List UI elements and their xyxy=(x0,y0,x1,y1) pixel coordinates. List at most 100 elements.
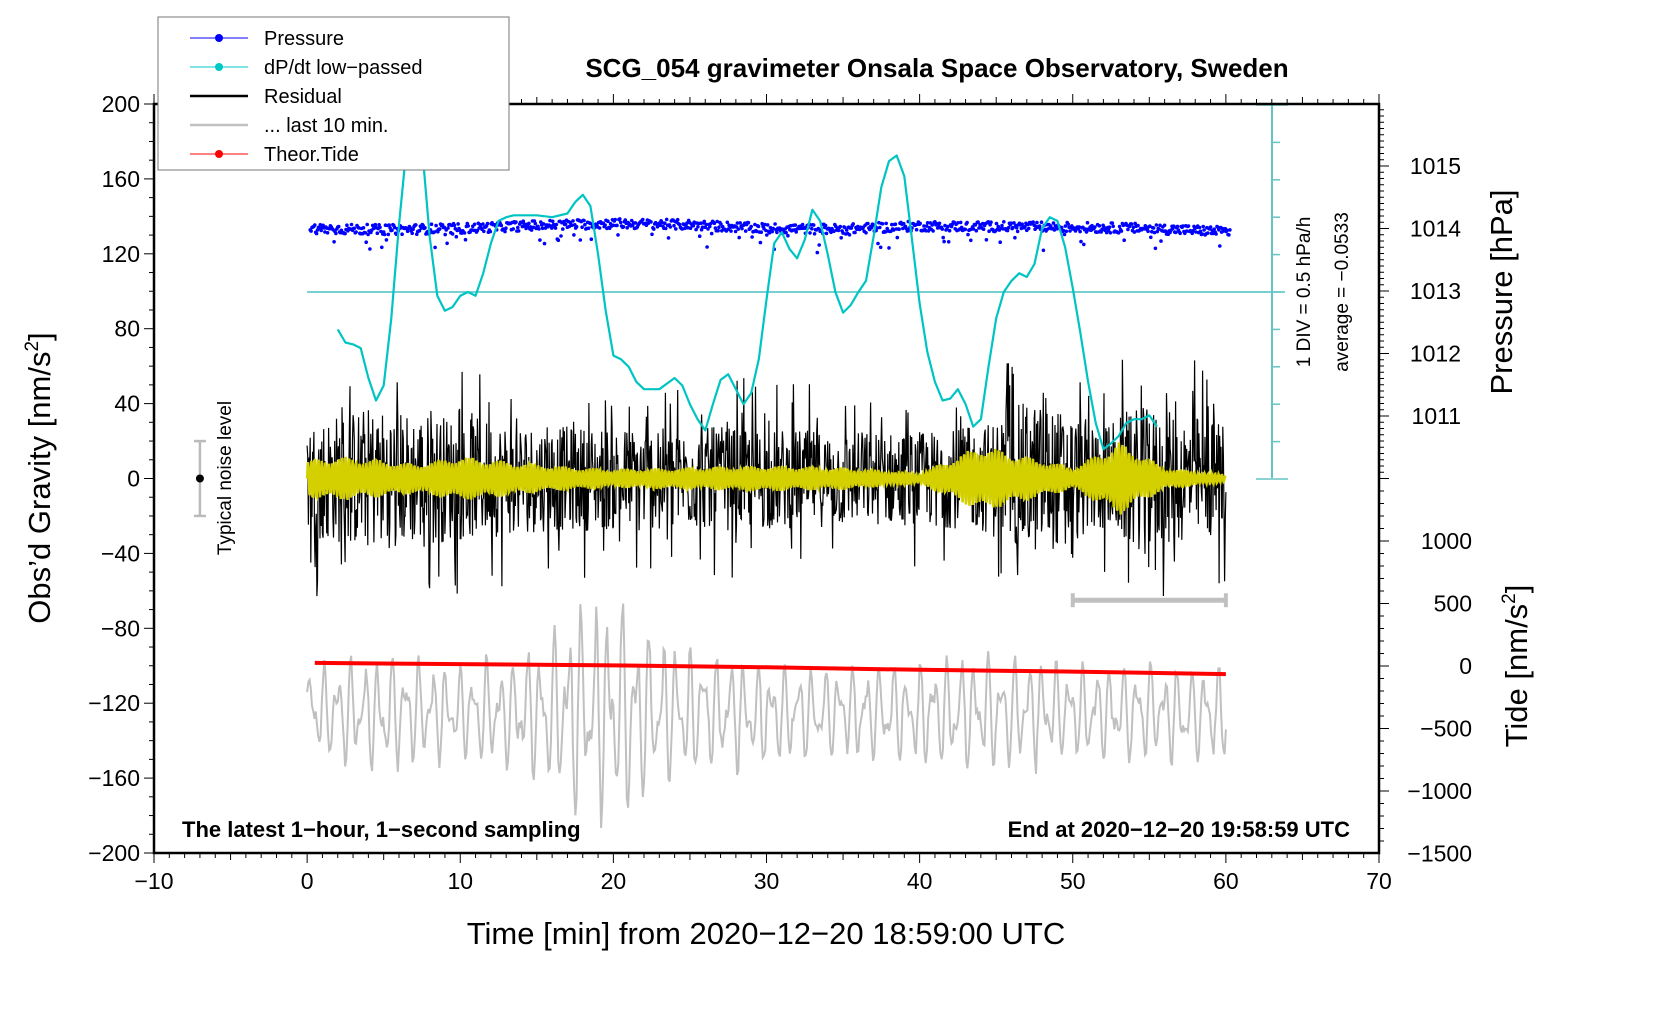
pressure-point xyxy=(737,235,741,240)
pressure-point xyxy=(691,223,696,228)
pressure-point xyxy=(740,226,744,231)
pressure-point xyxy=(753,222,757,227)
pressure-point xyxy=(924,224,929,228)
x-tick-label: 70 xyxy=(1366,868,1392,894)
tide-title-sup: 2 xyxy=(1499,593,1520,604)
pressure-point xyxy=(706,227,710,231)
pressure-point xyxy=(971,227,976,231)
y-left-tick-label: −160 xyxy=(88,765,140,791)
pressure-point xyxy=(754,229,759,234)
pressure-point xyxy=(618,217,622,221)
pressure-point xyxy=(540,226,545,231)
dpdt-series xyxy=(336,118,1158,451)
pressure-point xyxy=(443,232,448,237)
pressure-point xyxy=(694,227,698,232)
pressure-point xyxy=(1035,220,1039,225)
pressure-point xyxy=(511,227,515,231)
pressure-point xyxy=(516,225,520,230)
pressure-point xyxy=(432,230,437,234)
pressure-point xyxy=(756,224,761,229)
pressure-point xyxy=(974,228,979,233)
pressure-point xyxy=(616,233,620,237)
pressure-point xyxy=(768,225,773,230)
legend-entries: Pressure dP/dt low−passed Residual ... last… xyxy=(190,28,422,166)
pressure-point xyxy=(650,232,654,237)
pressure-point xyxy=(588,221,593,226)
pressure-point xyxy=(981,227,986,231)
pressure-point xyxy=(958,220,963,225)
pressure-point xyxy=(771,226,775,231)
pressure-point xyxy=(1152,230,1157,235)
y-pressure-tick-label: 1011 xyxy=(1412,403,1461,429)
pressure-point xyxy=(357,226,361,230)
pressure-point xyxy=(382,232,387,237)
pressure-point xyxy=(553,226,558,230)
pressure-point xyxy=(1131,225,1136,230)
pressure-point xyxy=(334,231,338,236)
pressure-point xyxy=(901,221,906,226)
pressure-point xyxy=(365,222,370,227)
pressure-point xyxy=(1175,224,1180,229)
annotation-bottom-right: End at 2020−12−20 19:58:59 UTC xyxy=(1008,817,1351,842)
pressure-point xyxy=(1059,225,1064,230)
y-left-tick-label: −200 xyxy=(88,840,140,866)
pressure-point xyxy=(677,222,682,227)
pressure-point xyxy=(924,228,928,233)
pressure-point xyxy=(1084,230,1089,234)
pressure-point xyxy=(793,223,798,227)
pressure-point xyxy=(539,220,543,224)
pressure-point xyxy=(743,229,748,233)
pressure-point xyxy=(812,232,817,236)
pressure-point xyxy=(1082,242,1086,247)
y-left-tick-label: 200 xyxy=(102,91,140,117)
pressure-point xyxy=(1173,230,1178,235)
pressure-point xyxy=(531,225,536,230)
pressure-point xyxy=(504,226,508,230)
pressure-point xyxy=(878,225,882,230)
pressure-point xyxy=(482,229,486,234)
pressure-point xyxy=(1162,223,1167,228)
pressure-point xyxy=(989,220,993,224)
pressure-point xyxy=(680,227,685,231)
pressure-point xyxy=(613,217,617,222)
pressure-point xyxy=(1011,225,1015,230)
pressure-point xyxy=(563,222,568,226)
pressure-point xyxy=(969,238,973,243)
legend-marker xyxy=(215,150,223,158)
pressure-point xyxy=(1151,226,1156,230)
pressure-point xyxy=(725,220,730,225)
pressure-point xyxy=(446,226,450,230)
pressure-point xyxy=(454,234,459,239)
pressure-point xyxy=(930,223,934,227)
y-axis-left-title: Obs’d Gravity [nm/s2] xyxy=(22,332,57,623)
pressure-point xyxy=(521,219,526,223)
pressure-point xyxy=(719,222,723,226)
y-tide-tick-label: 500 xyxy=(1434,591,1472,617)
pressure-point xyxy=(843,225,847,230)
pressure-point xyxy=(847,233,852,237)
pressure-point xyxy=(890,222,894,227)
pressure-point xyxy=(1218,244,1222,248)
pressure-point xyxy=(450,232,455,236)
pressure-point xyxy=(1197,225,1202,230)
pressure-point xyxy=(663,221,667,225)
pressure-point xyxy=(666,236,671,240)
pressure-point xyxy=(485,221,490,226)
lowpassed-residual-line xyxy=(305,442,1227,515)
pressure-point xyxy=(786,233,790,238)
axis-ticks xyxy=(144,94,1389,863)
pressure-point xyxy=(800,222,805,227)
y-tide-tick-label: −1500 xyxy=(1407,841,1472,867)
pressure-point xyxy=(1078,229,1082,234)
pressure-point xyxy=(390,228,394,232)
pressure-point xyxy=(709,231,714,236)
pressure-point xyxy=(1117,224,1122,229)
pressure-point xyxy=(1212,227,1216,231)
pressure-point xyxy=(1122,238,1126,242)
y-pressure-tick-label: 1012 xyxy=(1410,341,1461,367)
tide-title-end: ] xyxy=(1499,585,1534,594)
pressure-point xyxy=(866,221,870,226)
pressure-point xyxy=(533,221,538,226)
pressure-point xyxy=(373,222,378,227)
y-left-tick-label: 80 xyxy=(114,316,140,342)
